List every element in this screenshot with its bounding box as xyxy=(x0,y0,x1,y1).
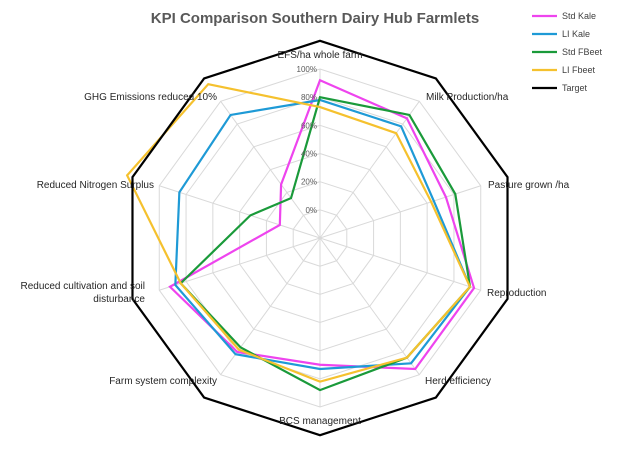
tick-label: 60% xyxy=(301,121,317,130)
radar-grid xyxy=(158,68,482,408)
series-line-li-fbeet xyxy=(125,82,472,383)
axis-label: Reproduction xyxy=(487,288,546,299)
series-line-target xyxy=(131,39,509,437)
tick-label: 40% xyxy=(301,150,317,159)
series-line-li-kale xyxy=(174,98,472,371)
series-line-std-kale xyxy=(168,78,476,371)
axis-label: GHG Emissions reduced 10% xyxy=(84,92,217,103)
grid-spoke xyxy=(319,237,420,376)
radar-series-group xyxy=(125,39,509,437)
axis-label: EFS/ha whole farm xyxy=(277,50,362,61)
legend: Std Kale LI Kale Std FBeet LI Fbeet Target xyxy=(532,11,603,93)
grid-spoke xyxy=(319,185,481,239)
chart-title: KPI Comparison Southern Dairy Hub Farmle… xyxy=(151,10,479,27)
legend-label: Std FBeet xyxy=(562,47,603,57)
series-line-std-fbeet xyxy=(179,95,472,392)
grid-spoke xyxy=(159,237,321,291)
legend-label: Target xyxy=(562,83,588,93)
axis-label: Reduced Nitrogen Surplus xyxy=(37,180,154,191)
radar-tick-labels: 0% 20% 40% 60% 80% 100% xyxy=(297,65,317,215)
legend-label: Std Kale xyxy=(562,11,596,21)
tick-label: 80% xyxy=(301,93,317,102)
tick-label: 0% xyxy=(305,206,317,215)
axis-label: Milk Production/ha xyxy=(426,92,509,103)
axis-label: Reduced cultivation and soil disturbance xyxy=(20,281,145,305)
tick-label: 100% xyxy=(297,65,317,74)
axis-label: Pasture grown /ha xyxy=(488,180,570,191)
grid-spoke xyxy=(319,237,481,291)
grid-spoke xyxy=(220,100,321,239)
grid-spoke xyxy=(319,100,420,239)
legend-label: LI Fbeet xyxy=(562,65,596,75)
legend-label: LI Kale xyxy=(562,29,590,39)
tick-label: 20% xyxy=(301,178,317,187)
axis-label: Farm system complexity xyxy=(109,376,217,387)
radar-axis-labels: EFS/ha whole farm Milk Production/ha Pastu… xyxy=(20,50,569,427)
grid-spoke xyxy=(159,185,321,239)
axis-label: BCS management xyxy=(279,416,361,427)
axis-label: Herd efficiency xyxy=(425,376,491,387)
